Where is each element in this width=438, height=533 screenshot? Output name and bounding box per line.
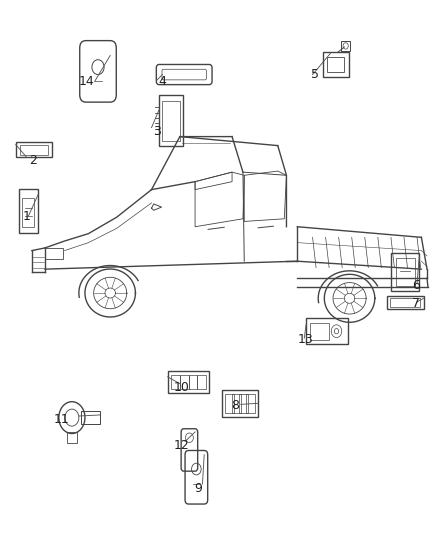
Text: 12: 12 xyxy=(174,439,190,452)
Bar xyxy=(188,375,197,389)
Bar xyxy=(20,145,48,155)
Text: 7: 7 xyxy=(412,297,420,310)
Text: 3: 3 xyxy=(153,125,161,138)
Bar xyxy=(306,318,348,344)
Bar xyxy=(246,394,254,413)
Text: 11: 11 xyxy=(53,413,69,426)
Bar xyxy=(16,142,52,157)
Bar xyxy=(19,189,38,233)
Bar xyxy=(67,432,77,443)
Bar xyxy=(168,372,209,393)
Bar xyxy=(22,198,35,227)
Bar xyxy=(341,41,350,51)
Text: 4: 4 xyxy=(159,76,166,88)
Bar xyxy=(159,95,184,146)
Bar xyxy=(225,394,234,413)
Bar xyxy=(310,322,328,340)
Bar xyxy=(45,248,63,259)
Text: 8: 8 xyxy=(232,399,240,412)
Text: 9: 9 xyxy=(194,482,202,495)
Bar xyxy=(322,52,349,77)
Text: 5: 5 xyxy=(311,68,319,81)
Text: 13: 13 xyxy=(298,333,314,346)
Bar xyxy=(180,375,188,389)
Bar xyxy=(162,101,180,141)
Text: 10: 10 xyxy=(174,381,190,394)
Text: 2: 2 xyxy=(29,154,37,167)
Text: 6: 6 xyxy=(412,279,420,292)
Bar xyxy=(327,56,344,72)
Bar xyxy=(81,411,100,424)
Bar xyxy=(222,390,258,417)
Bar xyxy=(171,375,180,389)
Bar xyxy=(387,296,424,310)
Bar xyxy=(391,253,419,291)
Bar xyxy=(239,394,248,413)
Text: 14: 14 xyxy=(78,76,94,88)
Bar xyxy=(391,298,420,307)
Text: 1: 1 xyxy=(23,209,31,223)
Bar xyxy=(232,394,241,413)
Bar xyxy=(396,258,415,286)
Bar xyxy=(197,375,206,389)
